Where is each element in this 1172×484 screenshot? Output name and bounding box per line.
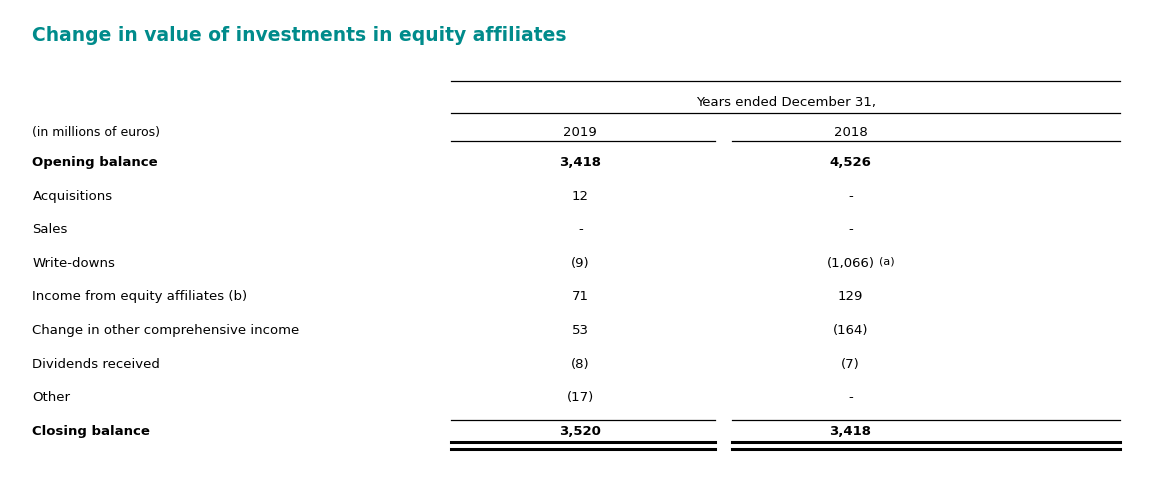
Text: (8): (8) xyxy=(571,357,590,370)
Text: 71: 71 xyxy=(572,290,588,303)
Text: (in millions of euros): (in millions of euros) xyxy=(33,126,161,139)
Text: (1,066): (1,066) xyxy=(826,257,874,270)
Text: (7): (7) xyxy=(841,357,860,370)
Text: Change in other comprehensive income: Change in other comprehensive income xyxy=(33,323,300,336)
Text: Change in value of investments in equity affiliates: Change in value of investments in equity… xyxy=(33,26,567,45)
Text: 2018: 2018 xyxy=(833,126,867,139)
Text: -: - xyxy=(849,223,853,236)
Text: Income from equity affiliates (b): Income from equity affiliates (b) xyxy=(33,290,247,303)
Text: 129: 129 xyxy=(838,290,863,303)
Text: -: - xyxy=(578,223,582,236)
Text: -: - xyxy=(849,190,853,202)
Text: 3,520: 3,520 xyxy=(559,424,601,437)
Text: Sales: Sales xyxy=(33,223,68,236)
Text: 3,418: 3,418 xyxy=(830,424,872,437)
Text: (9): (9) xyxy=(571,257,590,270)
Text: Dividends received: Dividends received xyxy=(33,357,161,370)
Text: 2019: 2019 xyxy=(564,126,598,139)
Text: (a): (a) xyxy=(879,257,894,266)
Text: Opening balance: Opening balance xyxy=(33,156,158,169)
Text: Years ended December 31,: Years ended December 31, xyxy=(696,96,875,108)
Text: -: - xyxy=(849,390,853,403)
Text: Other: Other xyxy=(33,390,70,403)
Text: 3,418: 3,418 xyxy=(559,156,601,169)
Text: 4,526: 4,526 xyxy=(830,156,871,169)
Text: Acquisitions: Acquisitions xyxy=(33,190,113,202)
Text: (17): (17) xyxy=(567,390,594,403)
Text: (164): (164) xyxy=(832,323,868,336)
Text: 53: 53 xyxy=(572,323,588,336)
Text: Closing balance: Closing balance xyxy=(33,424,150,437)
Text: 12: 12 xyxy=(572,190,588,202)
Text: Write-downs: Write-downs xyxy=(33,257,115,270)
